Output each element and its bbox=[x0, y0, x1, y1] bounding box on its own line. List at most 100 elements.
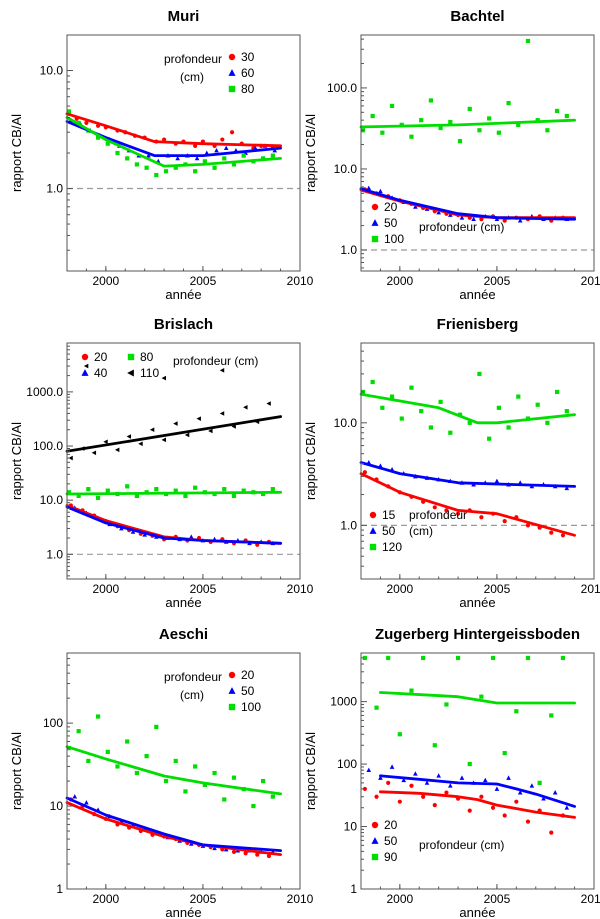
y-axis-label: rapport CB/Al bbox=[303, 114, 318, 192]
y-tick-label: 10.0 bbox=[40, 493, 64, 507]
data-point bbox=[477, 128, 482, 133]
chart-title: Zugerberg Hintergeissboden bbox=[375, 626, 580, 643]
data-point bbox=[389, 103, 395, 108]
data-point bbox=[114, 447, 120, 453]
data-point bbox=[477, 371, 482, 376]
data-point bbox=[409, 783, 414, 788]
legend-marker bbox=[228, 53, 236, 61]
data-point bbox=[479, 515, 484, 520]
data-point bbox=[502, 813, 507, 818]
x-tick-label: 2000 bbox=[386, 274, 413, 288]
chart-title: Frienisberg bbox=[437, 316, 519, 333]
data-point bbox=[253, 145, 258, 151]
data-point bbox=[154, 172, 159, 178]
data-point bbox=[506, 100, 511, 106]
legend-marker bbox=[371, 853, 379, 861]
trend-line bbox=[65, 490, 283, 496]
legend-marker bbox=[371, 219, 379, 226]
data-point bbox=[173, 165, 178, 170]
data-point bbox=[397, 799, 402, 804]
chart-panel-1: Bachtel 2000 2005 2010 1.0 10.0 100.0 année rapp… bbox=[303, 8, 600, 302]
x-tick-label: 2005 bbox=[484, 274, 511, 288]
data-point bbox=[130, 529, 136, 534]
data-point bbox=[208, 428, 213, 434]
data-point bbox=[163, 778, 169, 784]
data-point bbox=[409, 688, 414, 693]
legend-marker bbox=[127, 353, 135, 361]
y-tick-label: 1 bbox=[350, 882, 357, 896]
data-point bbox=[448, 119, 453, 125]
data-point bbox=[149, 427, 155, 433]
x-tick-label: 2010 bbox=[581, 892, 600, 906]
data-point bbox=[517, 218, 523, 223]
data-point bbox=[535, 402, 540, 407]
y-tick-label: 100.0 bbox=[33, 439, 63, 453]
data-point bbox=[545, 420, 550, 425]
trend-line bbox=[65, 505, 283, 545]
data-point bbox=[413, 771, 418, 776]
data-point bbox=[409, 385, 414, 390]
y-tick-label: 1.0 bbox=[46, 547, 63, 561]
data-point bbox=[496, 130, 501, 135]
data-point bbox=[421, 655, 426, 661]
x-tick-label: 2000 bbox=[92, 582, 119, 596]
data-point bbox=[231, 849, 237, 855]
data-point bbox=[68, 455, 73, 461]
data-point bbox=[370, 113, 375, 119]
data-point bbox=[399, 416, 404, 421]
trend-line bbox=[65, 415, 283, 453]
data-point bbox=[502, 519, 507, 524]
data-point bbox=[261, 778, 266, 784]
legend-marker bbox=[371, 235, 379, 243]
data-point bbox=[549, 530, 554, 535]
data-point bbox=[482, 777, 488, 783]
data-point bbox=[193, 169, 198, 174]
legend-label: 120 bbox=[382, 540, 402, 554]
x-tick-label: 2005 bbox=[190, 892, 217, 906]
data-point bbox=[196, 416, 201, 421]
data-point bbox=[251, 803, 256, 809]
data-point bbox=[255, 852, 260, 857]
data-point bbox=[95, 714, 101, 719]
data-point bbox=[183, 789, 188, 794]
data-point bbox=[444, 508, 449, 513]
data-point bbox=[154, 724, 159, 729]
data-point bbox=[502, 218, 507, 223]
legend-label: 20 bbox=[384, 200, 398, 214]
legend-marker bbox=[371, 203, 379, 211]
x-tick-label: 2000 bbox=[92, 892, 119, 906]
data-point bbox=[397, 732, 402, 737]
data-point bbox=[552, 790, 558, 795]
data-point bbox=[459, 215, 465, 220]
legend-title: (cm) bbox=[180, 688, 204, 702]
data-point bbox=[144, 754, 149, 759]
data-point bbox=[380, 405, 385, 410]
data-point bbox=[494, 786, 500, 791]
data-point bbox=[272, 147, 278, 153]
data-point bbox=[424, 780, 430, 785]
data-point bbox=[134, 493, 139, 498]
data-point bbox=[66, 490, 72, 495]
legend-marker bbox=[228, 687, 236, 694]
data-point bbox=[467, 808, 472, 813]
data-point bbox=[386, 780, 391, 785]
data-point bbox=[386, 655, 391, 661]
data-point bbox=[421, 794, 426, 799]
legend-marker bbox=[81, 353, 89, 361]
data-point bbox=[138, 441, 143, 447]
data-point bbox=[115, 150, 120, 156]
legend-label: 60 bbox=[241, 66, 255, 80]
data-point bbox=[115, 764, 120, 769]
data-point bbox=[125, 739, 130, 744]
y-tick-label: 1.0 bbox=[340, 518, 357, 532]
legend-title: profondeur (cm) bbox=[419, 220, 504, 234]
y-tick-label: 10.0 bbox=[334, 162, 358, 176]
data-point bbox=[564, 409, 569, 414]
data-point bbox=[183, 493, 188, 498]
x-tick-label: 2005 bbox=[190, 582, 217, 596]
y-tick-label: 10.0 bbox=[334, 416, 358, 430]
data-point bbox=[91, 450, 97, 456]
data-point bbox=[413, 204, 418, 209]
data-point bbox=[173, 421, 178, 426]
